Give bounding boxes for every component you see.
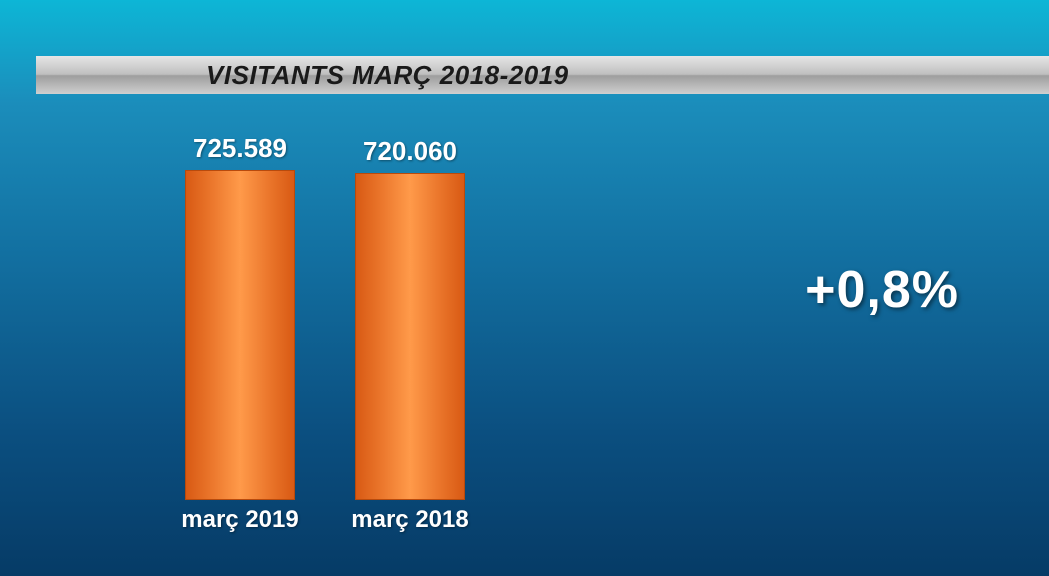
title-bar: VISITANTS MARÇ 2018-2019	[36, 56, 1049, 94]
bar-rect-2018	[355, 173, 465, 500]
bar-label-2019: març 2019	[160, 506, 320, 534]
bar-value-2018: 720.060	[363, 136, 457, 167]
percent-change: +0,8%	[805, 260, 959, 320]
bar-label-2018: març 2018	[330, 506, 490, 534]
title-text: VISITANTS MARÇ 2018-2019	[206, 60, 569, 91]
bar-rect-2019	[185, 170, 295, 500]
bar-chart: 725.589 març 2019 720.060 març 2018	[185, 120, 585, 540]
bar-value-2019: 725.589	[193, 133, 287, 164]
bar-group-2018: 720.060	[355, 136, 465, 500]
bar-group-2019: 725.589	[185, 133, 295, 500]
